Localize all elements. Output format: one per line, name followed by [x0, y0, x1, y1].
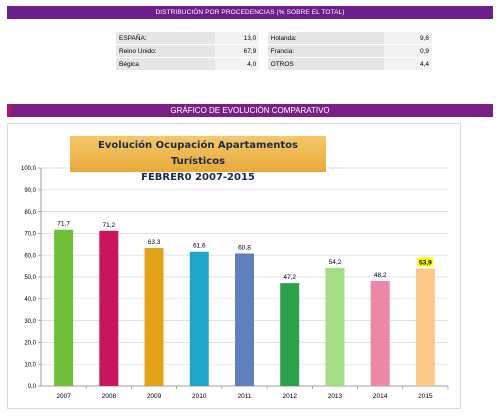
y-tick-label: 100,0 [21, 166, 37, 172]
column-gap [259, 44, 268, 58]
origin-value: 4,0 [215, 57, 260, 71]
column-gap [259, 57, 268, 71]
data-label: 47,2 [283, 274, 296, 281]
bar [54, 229, 74, 386]
bar [235, 253, 254, 386]
table-row: Bégica 4,0 OTROS 4,4 [116, 57, 432, 71]
y-tick-label: 70,0 [24, 232, 36, 238]
x-tick-label: 2011 [238, 393, 252, 400]
y-tick-label: 80,0 [24, 210, 36, 216]
origin-value: 0,9 [383, 44, 432, 58]
origin-label: Francia: [267, 44, 384, 58]
bar [370, 280, 390, 386]
x-tick-label: 2010 [192, 393, 207, 400]
origin-label: ESPAÑA: [116, 32, 215, 45]
bar-chart: 0,0 10,0 20,0 30,0 40,0 50,0 60,0 70,0 80,0 90,0 1… [21, 166, 449, 400]
column-gap [259, 32, 268, 45]
data-label: 48,2 [374, 272, 387, 279]
data-label: 71,2 [103, 222, 116, 229]
y-tick-label: 0,0 [28, 384, 37, 390]
y-tick-label: 60,0 [24, 253, 36, 259]
x-tick-label: 2014 [373, 393, 388, 400]
origin-value: 67,9 [215, 44, 260, 58]
chart-title: Evolución Ocupación Apartamentos Turísti… [98, 140, 298, 167]
chart-title-box: Evolución Ocupación Apartamentos Turísti… [70, 136, 326, 183]
bar [99, 230, 119, 386]
bar [415, 268, 435, 386]
distribution-banner: DISTRIBUCIÓN POR PROCEDENCIAS (% SOBRE E… [7, 6, 493, 19]
x-tick-label: 2013 [328, 393, 343, 400]
origin-label: Reino Unido: [116, 44, 215, 58]
table-row: ESPAÑA: 13,0 Holanda: 9,6 [116, 32, 432, 45]
x-tick-label: 2015 [418, 393, 433, 400]
y-tick-label: 20,0 [24, 341, 36, 347]
y-tick-label: 10,0 [24, 362, 36, 368]
table-row: Reino Unido: 67,9 Francia: 0,9 [116, 44, 432, 58]
origin-value: 4,4 [383, 57, 432, 71]
chart-subtitle: FEBRER0 2007-2015 [141, 172, 255, 183]
y-tick-label: 30,0 [24, 319, 36, 325]
x-tick-label: 2007 [56, 393, 71, 400]
origin-distribution-table: ESPAÑA: 13,0 Holanda: 9,6 Reino Unido: 6… [116, 32, 432, 71]
origin-label: Bégica [116, 57, 215, 71]
data-label: 53,9 [419, 259, 432, 266]
origin-value: 13,0 [215, 32, 260, 45]
bar [280, 283, 300, 386]
data-label: 61,6 [193, 243, 206, 250]
bar [144, 248, 164, 386]
bar [325, 267, 345, 386]
origin-label: OTROS [267, 57, 384, 71]
data-label: 54,2 [329, 259, 342, 266]
data-label: 63,3 [148, 239, 161, 246]
y-tick-label: 40,0 [24, 297, 36, 303]
origin-label: Holanda: [267, 32, 384, 45]
y-tick-label: 50,0 [24, 275, 36, 281]
data-label: 60,8 [238, 244, 251, 251]
origin-value: 9,6 [383, 32, 432, 45]
data-label: 71,7 [57, 221, 70, 228]
x-tick-label: 2009 [147, 393, 162, 400]
x-tick-label: 2008 [102, 393, 117, 400]
data-label-highlight [417, 257, 434, 267]
chart-section-banner: GRÁFICO DE EVOLUCIÓN COMPARATIVO [7, 104, 493, 117]
y-tick-label: 90,0 [24, 188, 36, 194]
chart-area: 0,0 10,0 20,0 30,0 40,0 50,0 60,0 70,0 80,0 90,0 1… [7, 123, 461, 409]
bar [189, 251, 209, 386]
x-tick-label: 2012 [282, 393, 297, 400]
